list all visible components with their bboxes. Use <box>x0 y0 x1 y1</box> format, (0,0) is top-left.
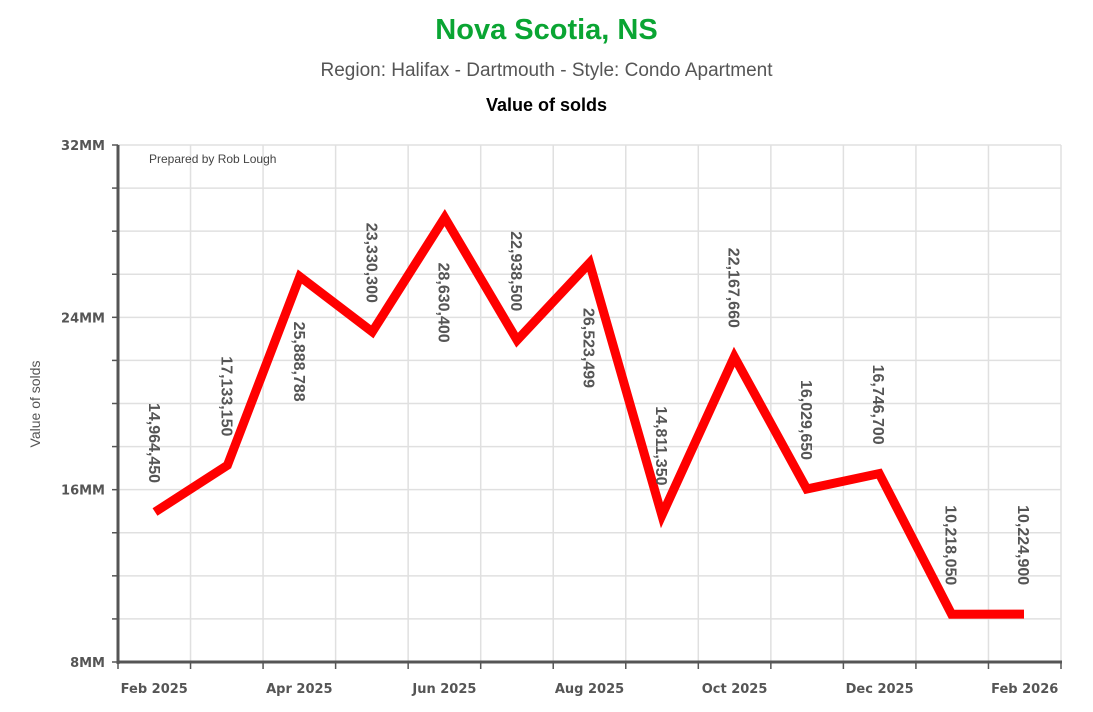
y-axis-title: Value of solds <box>27 361 43 448</box>
data-value-label: 10,224,900 <box>1014 505 1031 585</box>
x-tick-label: Feb 2026 <box>991 682 1058 697</box>
data-value-label: 22,167,660 <box>724 248 741 328</box>
data-value-label: 16,746,700 <box>869 365 886 445</box>
data-value-label: 16,029,650 <box>797 380 814 460</box>
data-series <box>152 208 1025 619</box>
data-value-label: 25,888,788 <box>290 322 307 402</box>
y-tick-label: 32MM <box>61 139 105 154</box>
data-value-label: 10,218,050 <box>942 505 959 585</box>
gridlines <box>117 144 1062 663</box>
data-value-label: 14,964,450 <box>145 403 162 483</box>
x-tick-label: Oct 2025 <box>702 682 768 697</box>
chart-subtitle: Region: Halifax - Dartmouth - Style: Con… <box>320 60 773 81</box>
data-value-label: 22,938,500 <box>507 231 524 311</box>
x-tick-label: Aug 2025 <box>555 682 624 697</box>
data-value-label: 26,523,499 <box>580 308 597 388</box>
data-value-label: 17,133,150 <box>217 356 234 436</box>
x-tick-label: Feb 2025 <box>121 682 188 697</box>
data-value-label: 23,330,300 <box>362 223 379 303</box>
credit-text: Prepared by Rob Lough <box>149 152 276 166</box>
data-value-label: 14,811,350 <box>652 406 669 485</box>
chart-title: Value of solds <box>485 95 608 115</box>
axes: 8MM 16MM 24MM 32MM Feb 2025 Apr 2025 Jun 2025 A… <box>61 139 1062 697</box>
value-line <box>152 208 1025 619</box>
data-value-label: 28,630,400 <box>435 263 452 343</box>
x-tick-label: Jun 2025 <box>411 682 476 697</box>
y-tick-label: 16MM <box>61 484 105 499</box>
chart-main-title: Nova Scotia, NS <box>435 14 658 46</box>
data-labels: 14,964,450 17,133,150 25,888,788 23,330,300… <box>145 223 1031 586</box>
x-tick-label: Dec 2025 <box>846 682 914 697</box>
y-tick-label: 24MM <box>61 311 105 326</box>
x-tick-label: Apr 2025 <box>266 682 333 697</box>
y-tick-label: 8MM <box>70 656 105 671</box>
